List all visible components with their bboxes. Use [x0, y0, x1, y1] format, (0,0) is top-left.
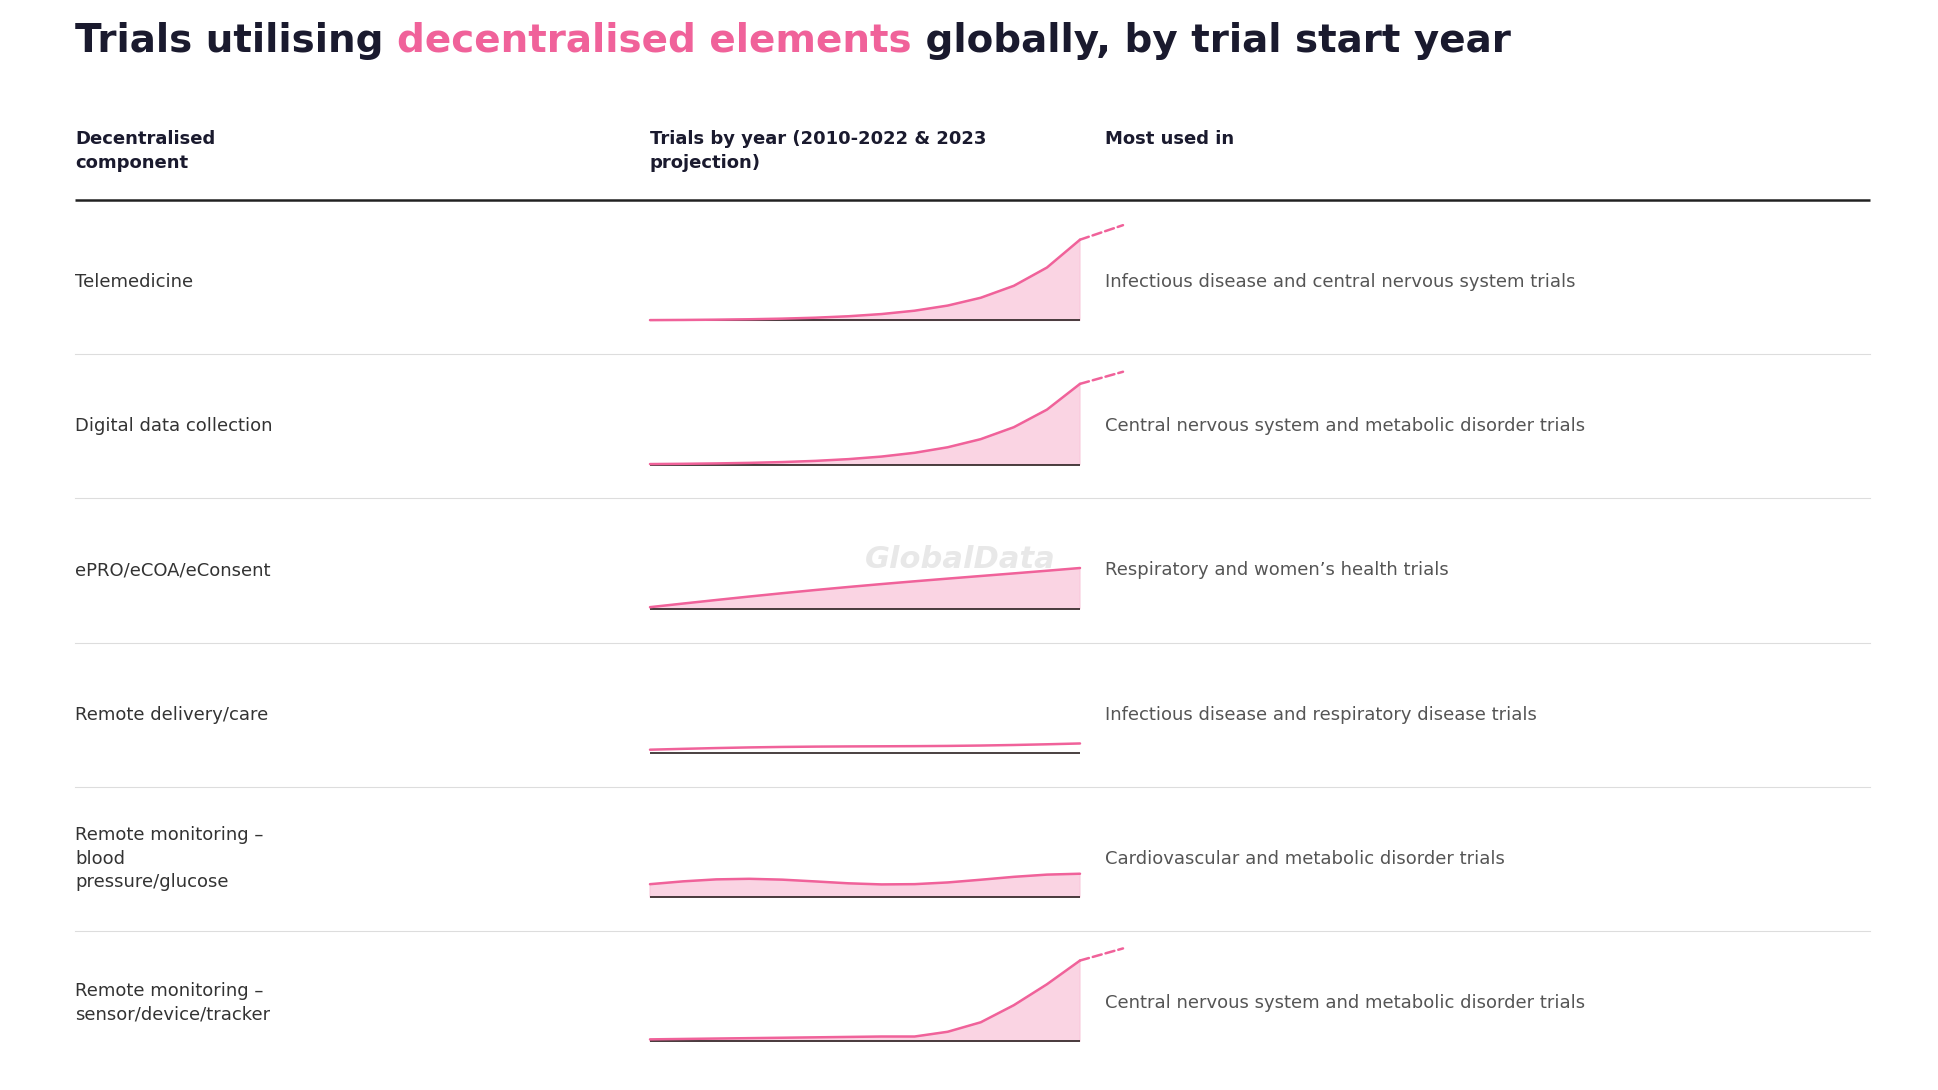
Text: Infectious disease and central nervous system trials: Infectious disease and central nervous s…	[1105, 274, 1576, 291]
Text: globally, by trial start year: globally, by trial start year	[911, 22, 1510, 60]
Text: Cardiovascular and metabolic disorder trials: Cardiovascular and metabolic disorder tr…	[1105, 850, 1506, 868]
Text: Central nervous system and metabolic disorder trials: Central nervous system and metabolic dis…	[1105, 417, 1585, 435]
Text: Decentralised
component: Decentralised component	[76, 130, 215, 171]
Polygon shape	[649, 960, 1079, 1041]
Polygon shape	[649, 874, 1079, 897]
Text: Most used in: Most used in	[1105, 130, 1235, 148]
Text: Telemedicine: Telemedicine	[76, 274, 194, 291]
Text: Remote delivery/care: Remote delivery/care	[76, 705, 267, 724]
Text: Trials utilising: Trials utilising	[76, 22, 397, 60]
Text: Digital data collection: Digital data collection	[76, 417, 273, 435]
Text: decentralised elements: decentralised elements	[397, 22, 911, 60]
Text: Remote monitoring –
sensor/device/tracker: Remote monitoring – sensor/device/tracke…	[76, 982, 269, 1024]
Text: ePRO/eCOA/eConsent: ePRO/eCOA/eConsent	[76, 561, 271, 580]
Text: Trials by year (2010-2022 & 2023
projection): Trials by year (2010-2022 & 2023 project…	[649, 130, 986, 171]
Polygon shape	[649, 568, 1079, 608]
Text: Central nervous system and metabolic disorder trials: Central nervous system and metabolic dis…	[1105, 994, 1585, 1012]
Text: Respiratory and women’s health trials: Respiratory and women’s health trials	[1105, 561, 1450, 580]
Polygon shape	[649, 384, 1079, 464]
Text: Infectious disease and respiratory disease trials: Infectious disease and respiratory disea…	[1105, 705, 1537, 724]
Text: GlobalData: GlobalData	[864, 545, 1056, 574]
Text: Remote monitoring –
blood
pressure/glucose: Remote monitoring – blood pressure/gluco…	[76, 826, 264, 892]
Polygon shape	[649, 240, 1079, 320]
